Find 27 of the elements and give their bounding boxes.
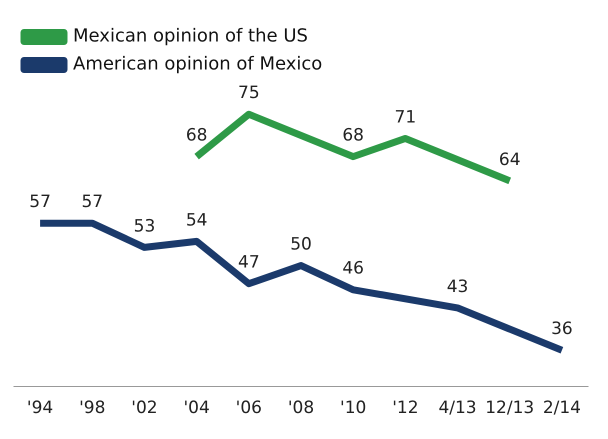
data-label: 68 (342, 126, 364, 146)
data-label: 53 (134, 216, 156, 236)
data-label: 46 (342, 258, 364, 279)
data-label: 36 (551, 319, 573, 340)
x-tick-label: '04 (183, 398, 210, 418)
x-tick-label: 2/14 (542, 398, 582, 418)
data-label: 57 (81, 192, 104, 212)
data-label: 71 (394, 107, 416, 128)
x-tick-label: '06 (236, 398, 262, 418)
legend-label: American opinion of Mexico (73, 54, 322, 75)
legend-label: Mexican opinion of the US (73, 26, 308, 47)
data-label: 50 (290, 234, 312, 254)
x-tick-label: '94 (26, 398, 54, 418)
x-tick-label: '98 (79, 398, 106, 418)
data-label: 68 (186, 126, 208, 146)
data-label: 57 (29, 192, 51, 212)
x-tick-label: '12 (392, 398, 419, 418)
data-label: 64 (498, 150, 521, 170)
data-label: 54 (186, 210, 208, 230)
x-tick-label: '02 (131, 398, 158, 418)
x-tick-label: 12/13 (485, 398, 534, 418)
x-tick-label: 4/13 (438, 398, 477, 418)
x-tick-label: '08 (288, 398, 314, 418)
x-tick-label: '10 (340, 398, 366, 418)
data-label: 47 (238, 252, 260, 273)
data-label: 75 (238, 83, 260, 104)
data-label: 43 (446, 276, 468, 297)
